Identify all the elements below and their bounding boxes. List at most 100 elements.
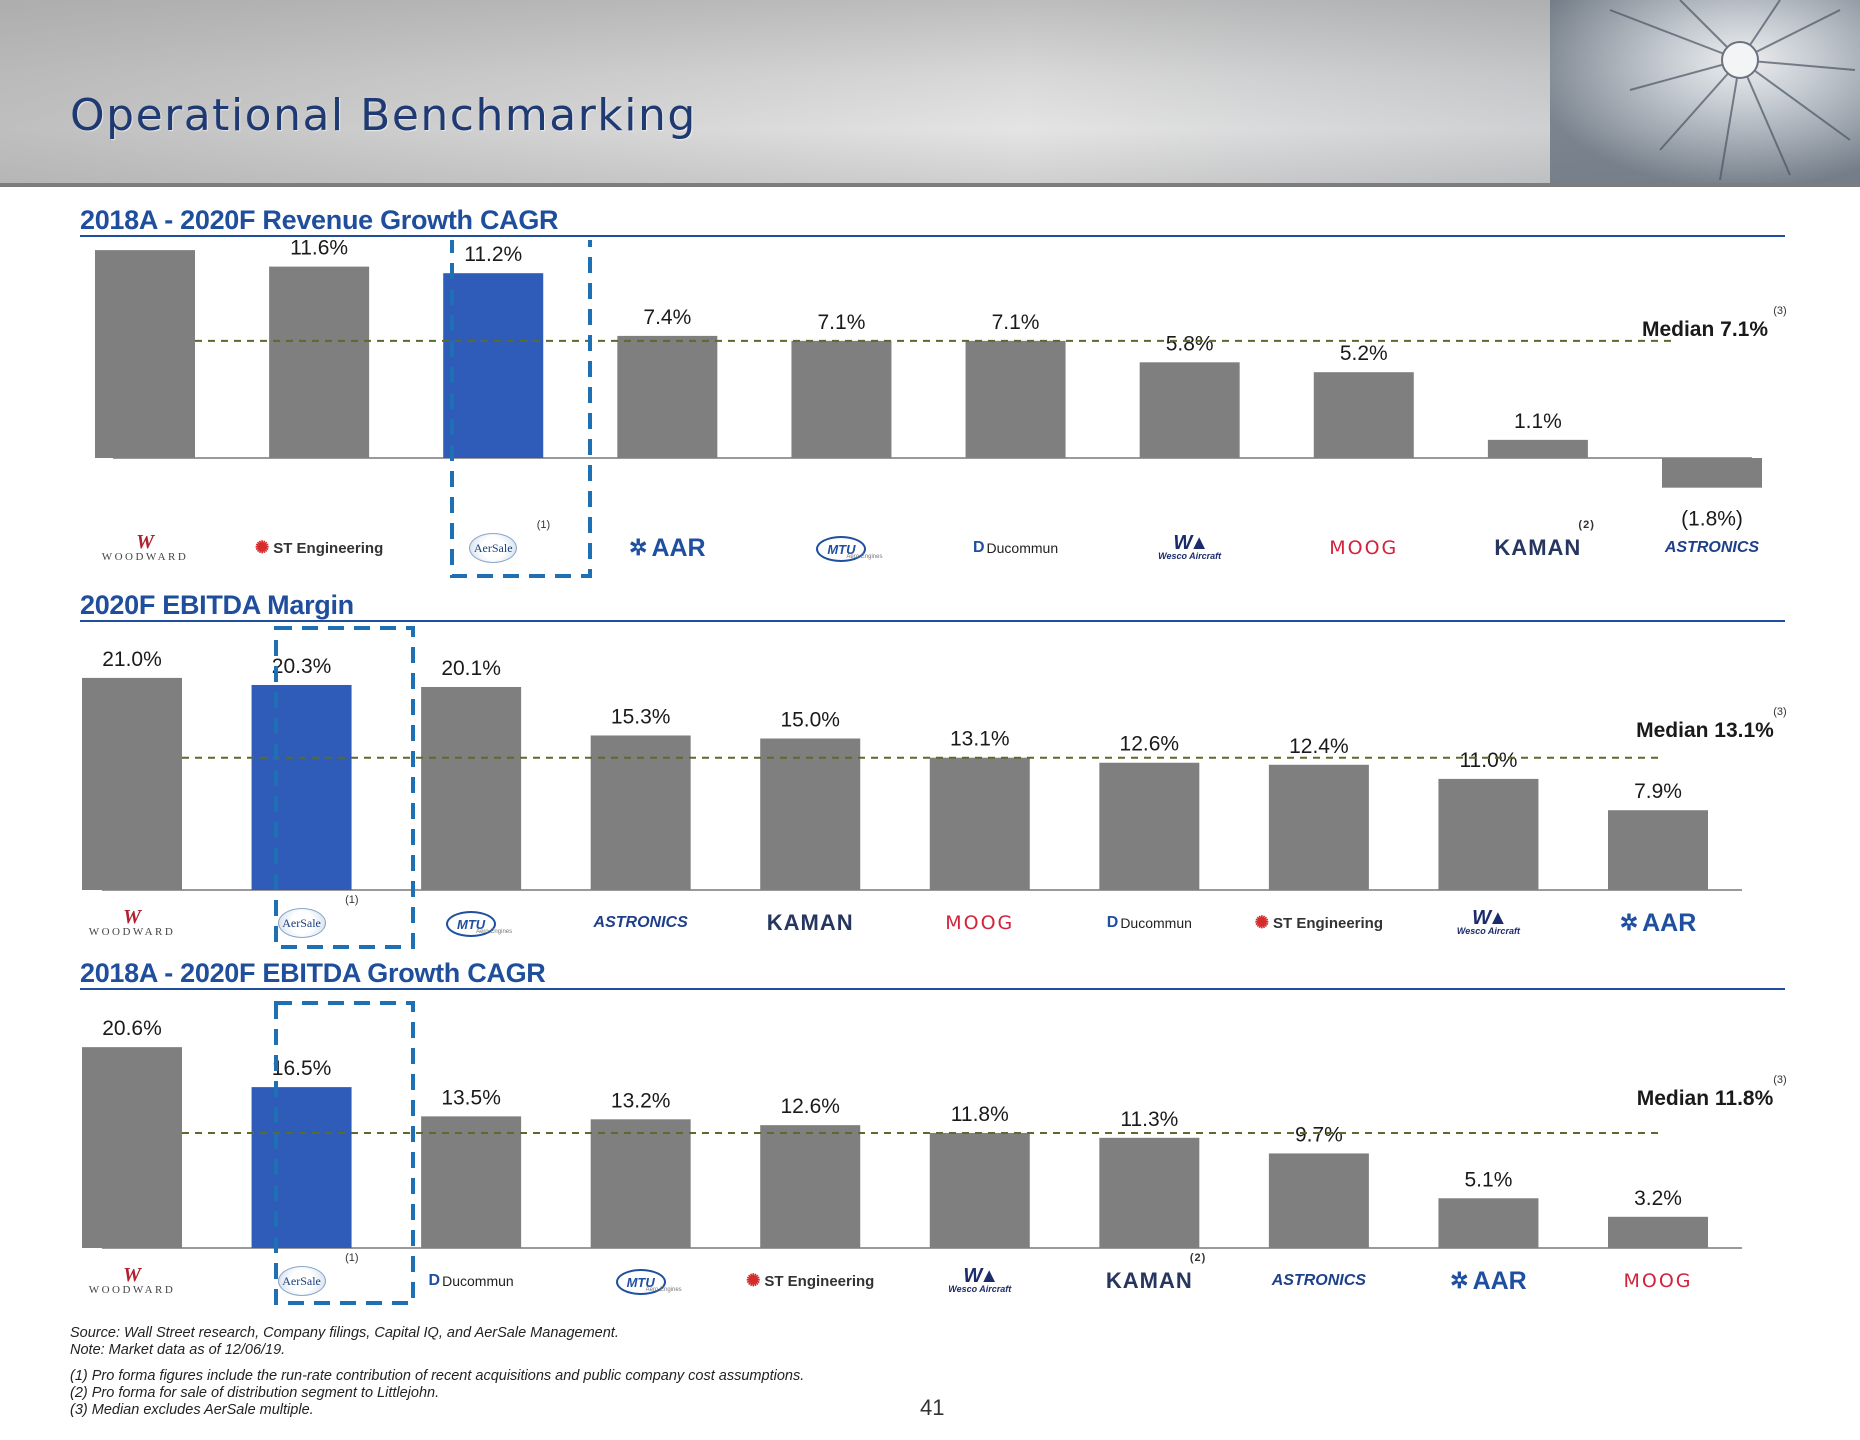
wesco-mark-icon: W▲: [1472, 907, 1508, 929]
logo-text: AAR: [1472, 1266, 1527, 1295]
logo-text: AAR: [1642, 908, 1697, 937]
logo-text: Ducommun: [986, 540, 1059, 556]
chart-title-revenue-growth: 2018A - 2020F Revenue Growth CAGR: [80, 205, 559, 235]
wesco-mark-icon: W▲: [963, 1265, 999, 1287]
logo-text: WOODWARD: [101, 551, 189, 563]
logo-woodward: W WOODWARD: [80, 531, 210, 565]
bar-wesco: [1438, 778, 1539, 890]
logo-text: MTU: [446, 911, 497, 937]
bar-mtu: [590, 1119, 691, 1248]
data-label: 13.5%: [441, 1086, 501, 1109]
ducommun-mark-icon: D: [1106, 914, 1119, 931]
logo-kaman: KAMAN: [745, 906, 875, 940]
data-label: (1.8%): [1681, 508, 1743, 531]
data-label: 7.9%: [1634, 780, 1682, 803]
footnote-marker: (1): [536, 519, 551, 531]
bar-mtu: [421, 686, 522, 890]
logo-aersale: AerSale (1): [237, 1252, 367, 1298]
logo-wesco: W▲ Wesco Aircraft: [915, 1264, 1045, 1298]
data-label: 7.1%: [818, 311, 866, 334]
logo-subtext: Aero Engines: [476, 929, 513, 935]
footnote-2: (2) Pro forma for sale of distribution s…: [70, 1385, 440, 1401]
logo-text: ASTRONICS: [1271, 1272, 1366, 1289]
section-rule: [80, 620, 1785, 622]
bar-ducommun: [421, 1116, 522, 1248]
revenue-growth-chart: 12.6% 11.6% 11.2% 7.4% 7.1% 7.1% 5.8% 5.2% 1.1% (…: [0, 240, 1860, 595]
median-label: Median 13.1%: [1636, 719, 1774, 742]
data-label: 21.0%: [102, 648, 162, 671]
data-label: 11.8%: [951, 1103, 1009, 1126]
logo-text: ST Engineering: [764, 1272, 875, 1290]
woodward-mark-icon: W: [123, 1264, 141, 1286]
aar-mark-icon: ✲: [1450, 1268, 1469, 1293]
aersale-highlight-box: [450, 240, 592, 578]
data-label: 5.8%: [1166, 332, 1214, 355]
aar-mark-icon: ✲: [629, 535, 648, 560]
median-footnote-marker: (3): [1773, 706, 1786, 718]
data-label: 9.7%: [1295, 1123, 1343, 1146]
data-label: 11.0%: [1459, 749, 1517, 772]
median-label: Median 7.1%: [1642, 318, 1768, 341]
page-title: Operational Benchmarking: [70, 90, 697, 141]
footnote-marker: (2): [1578, 519, 1595, 531]
logo-aersale: AerSale (1): [428, 519, 558, 565]
bar-woodward: [82, 677, 182, 890]
logo-text: ASTRONICS: [593, 914, 688, 931]
logo-text: Ducommun: [442, 1273, 514, 1289]
logo-moog: MOOG: [915, 906, 1045, 940]
data-label: 7.1%: [992, 311, 1040, 334]
logo-text: WOODWARD: [88, 1284, 176, 1296]
bar-aar: [617, 335, 718, 458]
data-label: 16.5%: [272, 1057, 332, 1080]
logo-ducommun: D Ducommun: [951, 531, 1081, 565]
bar-woodward: [95, 250, 195, 458]
footnote-note: Note: Market data as of 12/06/19.: [70, 1342, 286, 1358]
logo-text: AerSale: [277, 908, 326, 938]
logo-subtext: Aero Engines: [645, 1287, 682, 1293]
bar-wesco: [1139, 362, 1240, 458]
logo-aar: ✲ AAR: [1423, 1264, 1553, 1298]
bar-st-engineering: [1268, 764, 1369, 890]
logo-text: KAMAN: [1105, 1268, 1193, 1293]
footnote-marker: (1): [345, 1252, 359, 1264]
wesco-mark-icon: W▲: [1173, 532, 1209, 554]
data-label: 1.1%: [1514, 410, 1562, 433]
data-label: 11.6%: [290, 240, 348, 260]
logo-astronics: ASTRONICS: [576, 906, 706, 940]
bar-moog: [1608, 1216, 1708, 1248]
logo-subtext: Aero Engines: [846, 554, 883, 560]
section-rule: [80, 988, 1785, 990]
logo-woodward: W WOODWARD: [67, 906, 197, 940]
logo-text: WOODWARD: [88, 926, 176, 938]
logo-aar: ✲ AAR: [602, 531, 732, 565]
data-label: 13.2%: [611, 1089, 671, 1112]
footnote-source: Source: Wall Street research, Company fi…: [70, 1325, 619, 1341]
bar-astronics: [590, 735, 691, 890]
logo-st-engineering: ✺ ST Engineering: [1254, 906, 1384, 940]
bar-aersale: [251, 1087, 352, 1248]
chart-title-ebitda-margin: 2020F EBITDA Margin: [80, 590, 354, 620]
median-label: Median 11.8%: [1637, 1087, 1774, 1110]
data-label: 11.2%: [464, 243, 522, 266]
logo-wesco: W▲ Wesco Aircraft: [1125, 531, 1255, 565]
data-label: 5.2%: [1340, 342, 1388, 365]
st-star-icon: ✺: [254, 538, 270, 557]
bar-mtu: [791, 340, 892, 458]
data-label: 12.4%: [1289, 735, 1349, 758]
bar-st-engineering: [269, 266, 370, 458]
bar-moog: [929, 757, 1030, 890]
data-label: 3.2%: [1634, 1187, 1682, 1210]
logo-mtu: MTU Aero Engines: [776, 531, 906, 565]
bar-aersale: [443, 273, 544, 458]
bar-aar: [1438, 1198, 1539, 1248]
aersale-highlight-box: [274, 1001, 415, 1305]
data-label: 13.1%: [950, 728, 1010, 751]
bar-kaman: [1487, 439, 1588, 458]
logo-text: ST Engineering: [1272, 914, 1383, 932]
bar-astronics: [1268, 1153, 1369, 1248]
logo-text: ST Engineering: [273, 539, 384, 557]
logo-astronics: ASTRONICS: [1254, 1264, 1384, 1298]
logo-text: MOOG: [1623, 1270, 1693, 1292]
logo-text: Wesco Aircraft: [1456, 926, 1520, 936]
bar-astronics: [1662, 458, 1762, 488]
